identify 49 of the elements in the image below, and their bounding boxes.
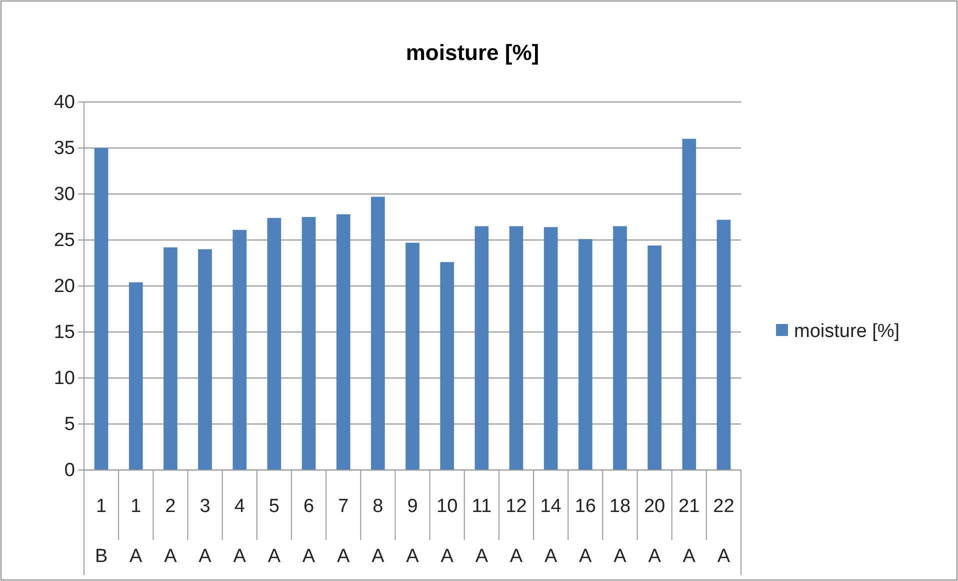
bar [336, 214, 350, 470]
bar [578, 239, 592, 470]
category-label: 3 A [198, 496, 212, 567]
category-label: 6 A [302, 496, 316, 567]
bar [128, 282, 143, 470]
legend-label: moisture [%] [794, 321, 900, 342]
category-label: 14 A [540, 496, 562, 567]
y-tick-label: 20 [54, 276, 75, 298]
y-tick-label: 25 [54, 230, 75, 252]
category-label: 1 A [130, 496, 142, 567]
bar [232, 230, 247, 470]
y-tick-label: 0 [64, 460, 75, 482]
category-label: 11 A [472, 496, 492, 567]
category-label: 7 A [337, 496, 350, 567]
y-tick-label: 15 [54, 322, 75, 344]
bar [440, 262, 454, 470]
bar [474, 226, 489, 470]
bar [613, 226, 627, 470]
bar [198, 249, 212, 470]
bar [94, 148, 108, 470]
bar [371, 196, 385, 470]
bar [716, 220, 731, 470]
bar [406, 242, 420, 470]
category-label: 22 A [713, 496, 734, 567]
category-label: 5 A [268, 496, 281, 567]
category-label: 4 A [233, 496, 246, 567]
chart-title: moisture [%] [406, 40, 540, 65]
y-tick-label: 30 [54, 184, 75, 206]
bar [648, 246, 662, 470]
bar [544, 227, 558, 470]
bar [267, 218, 282, 470]
category-label: 8 A [372, 496, 384, 567]
y-tick-label: 10 [54, 368, 75, 390]
category-label: 9 A [406, 496, 419, 567]
category-label: 2 A [164, 496, 177, 567]
y-tick-label: 35 [54, 138, 75, 160]
category-label: 18 A [609, 496, 631, 567]
category-label: 12 A [506, 496, 527, 567]
bar [164, 247, 178, 470]
category-label: 10 A [436, 496, 458, 567]
bar [302, 217, 316, 470]
category-label: 16 A [574, 496, 596, 567]
y-tick-label: 40 [54, 92, 75, 114]
bar [682, 138, 696, 470]
y-tick-label: 5 [64, 414, 75, 436]
bar [509, 226, 524, 470]
category-label: 20 A [644, 496, 666, 567]
category-label: 1 B [94, 496, 108, 567]
category-label: 21 A [678, 496, 700, 567]
